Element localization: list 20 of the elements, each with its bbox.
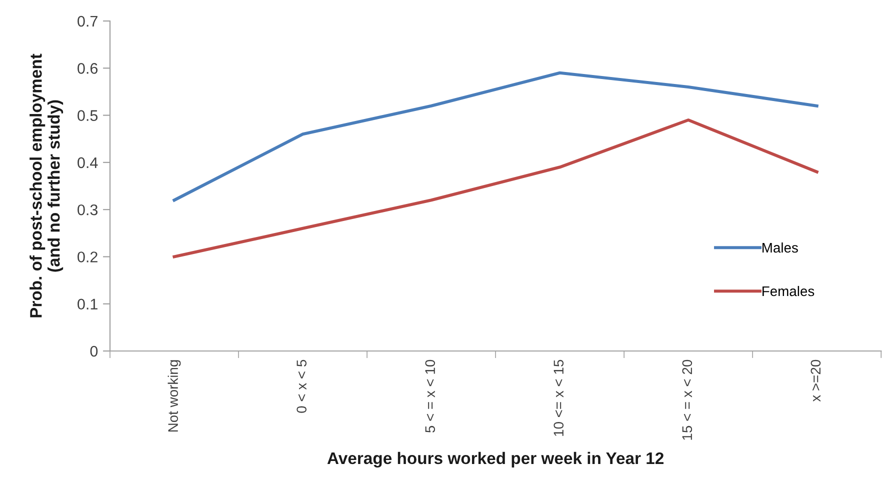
- y-tick-label: 0.4: [78, 157, 98, 168]
- y-tick-label: 0.5: [78, 110, 98, 121]
- x-tick-label: 5 < = x < 10: [425, 360, 436, 433]
- y-axis-title: Prob. of post-school employment (and no further study): [30, 54, 64, 318]
- y-tick-label: 0.2: [78, 252, 98, 262]
- legend-label: Males: [762, 242, 798, 253]
- y-tick-label: 0.3: [78, 204, 98, 216]
- legend-label: Females: [762, 286, 814, 296]
- x-tick-label: 15 < = x < 20: [682, 360, 692, 440]
- x-tick-label: 0 < x < 5: [296, 360, 307, 413]
- y-tick-label: 0.1: [78, 298, 98, 310]
- x-tick-label: Not working: [168, 360, 181, 432]
- line-series: [172, 71, 818, 202]
- y-tick-label: 0.6: [78, 63, 98, 74]
- x-tick-label: x >=20: [810, 360, 821, 402]
- y-tick-label: 0.7: [78, 16, 98, 27]
- x-axis-title: Average hours worked per week in Year 12: [327, 452, 664, 468]
- line-series: [172, 118, 818, 258]
- x-tick-label: 10 <= x < 15: [554, 360, 564, 436]
- y-tick-label: 0: [90, 346, 98, 357]
